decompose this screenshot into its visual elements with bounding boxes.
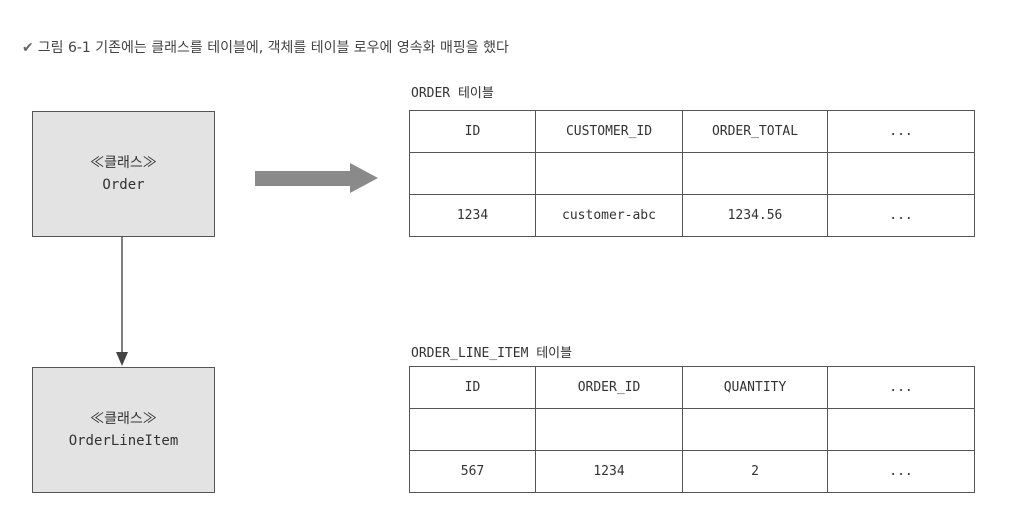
caption-text: 그림 6-1 기존에는 클래스를 테이블에, 객체를 테이블 로우에 영속화 매… <box>37 40 509 56</box>
class-box-order-line-item: ≪클래스≫ OrderLineItem <box>32 367 215 493</box>
association-arrowhead <box>116 352 128 366</box>
header-cell: ... <box>827 110 975 153</box>
table-cell: ... <box>827 450 975 493</box>
class-name: Order <box>102 177 145 193</box>
table-cell: 1234 <box>409 194 536 237</box>
class-stereotype: ≪클래스≫ <box>90 155 157 171</box>
table-cell <box>682 152 828 195</box>
class-stereotype: ≪클래스≫ <box>90 411 157 427</box>
table-cell <box>409 408 536 451</box>
table-order-line-item: ID ORDER_ID QUANTITY ... 567 1234 2 ... <box>409 366 975 493</box>
mapping-arrow <box>255 163 378 193</box>
table-cell <box>827 152 975 195</box>
check-icon: ✔ <box>22 40 34 56</box>
header-cell: ... <box>827 366 975 409</box>
table-cell <box>535 408 683 451</box>
class-name: OrderLineItem <box>68 433 179 449</box>
table-title-order: ORDER 테이블 <box>411 86 494 101</box>
table-cell: ... <box>827 194 975 237</box>
table-cell: 567 <box>409 450 536 493</box>
header-cell: CUSTOMER_ID <box>535 110 683 153</box>
table-cell: 2 <box>682 450 828 493</box>
class-box-order: ≪클래스≫ Order <box>32 111 215 237</box>
table-cell <box>409 152 536 195</box>
table-cell <box>682 408 828 451</box>
table-cell: 1234 <box>535 450 683 493</box>
header-cell: ID <box>409 110 536 153</box>
table-header-row: ID CUSTOMER_ID ORDER_TOTAL ... <box>409 110 975 153</box>
table-header-row: ID ORDER_ID QUANTITY ... <box>409 366 975 409</box>
table-title-order-line-item: ORDER_LINE_ITEM 테이블 <box>411 346 573 361</box>
table-row <box>409 408 975 451</box>
table-cell <box>827 408 975 451</box>
table-cell: customer-abc <box>535 194 683 237</box>
header-cell: QUANTITY <box>682 366 828 409</box>
table-row <box>409 152 975 195</box>
table-row: 567 1234 2 ... <box>409 450 975 493</box>
figure-caption: ✔ 그림 6-1 기존에는 클래스를 테이블에, 객체를 테이블 로우에 영속화 … <box>22 37 509 57</box>
header-cell: ID <box>409 366 536 409</box>
header-cell: ORDER_ID <box>535 366 683 409</box>
table-cell <box>535 152 683 195</box>
table-cell: 1234.56 <box>682 194 828 237</box>
table-order: ID CUSTOMER_ID ORDER_TOTAL ... 1234 cust… <box>409 110 975 237</box>
table-row: 1234 customer-abc 1234.56 ... <box>409 194 975 237</box>
header-cell: ORDER_TOTAL <box>682 110 828 153</box>
